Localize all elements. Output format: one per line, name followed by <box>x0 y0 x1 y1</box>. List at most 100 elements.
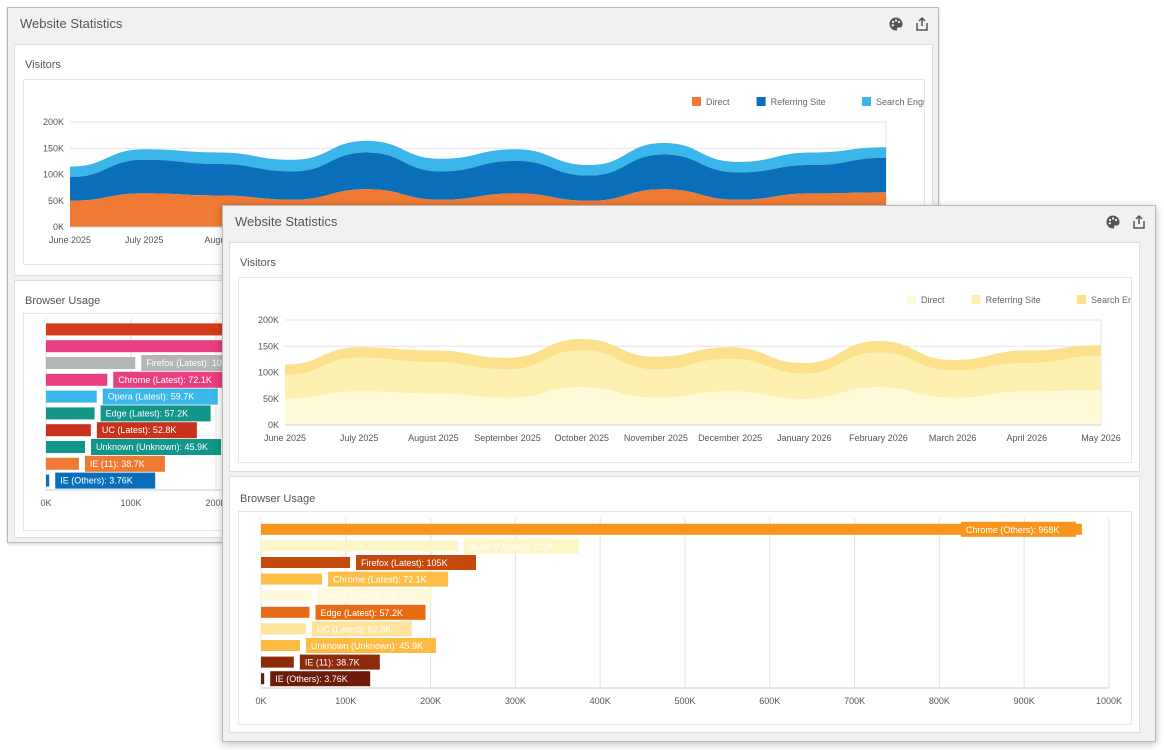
x-tick-label: 1000K <box>1096 696 1122 706</box>
bar-ie-others[interactable] <box>261 673 265 685</box>
browser-panel: Browser Usage 0K 100K 200K 300K 400K 500K 600K… <box>229 476 1140 733</box>
data-label-box <box>84 455 165 472</box>
x-tick-label: September 2025 <box>474 433 541 443</box>
bar-safari-others[interactable] <box>261 540 458 552</box>
legend-item-direct[interactable]: Direct <box>907 295 945 305</box>
x-tick-label: 500K <box>674 696 695 706</box>
data-label-box <box>315 604 426 620</box>
y-tick-label: 150K <box>43 143 64 153</box>
data-label-box <box>102 388 218 405</box>
bar-ie-11[interactable] <box>261 656 294 668</box>
data-label-box <box>91 439 222 455</box>
visitors-panel: Visitors Direct Referring Site Search Engi… <box>229 242 1150 472</box>
x-tick-label: 700K <box>844 696 865 706</box>
area-series-referring-site[interactable] <box>285 350 1101 399</box>
x-tick-label: May 2026 <box>1081 433 1121 443</box>
palette-icon[interactable] <box>1105 214 1121 230</box>
area-series-search-engine[interactable] <box>70 140 886 178</box>
window-title: Website Statistics <box>235 214 338 229</box>
legend-swatch <box>862 97 871 106</box>
data-label: Firefox (Latest): 105 <box>146 358 227 368</box>
data-label: Opera (Latest): 59.7K <box>323 591 410 601</box>
data-label-box <box>113 371 234 388</box>
legend-label: Direct <box>706 97 730 107</box>
bar-chrome-latest[interactable] <box>261 573 323 585</box>
bar-unknown-unknown[interactable] <box>261 640 300 651</box>
x-tick-label: 200K <box>205 498 226 508</box>
visitors-title: Visitors <box>25 59 61 71</box>
bar-uc-latest[interactable] <box>261 623 306 635</box>
bar[interactable] <box>46 323 246 336</box>
area-series-search-engine[interactable] <box>285 338 1101 376</box>
y-tick-label: 150K <box>258 341 279 351</box>
data-label: Unknown (Unknown): 45.9K <box>311 641 423 651</box>
front-dashboard-window: Website Statistics Visitors Direct Referr… <box>222 205 1156 742</box>
y-tick-label: 50K <box>263 394 279 404</box>
legend-item-referring-site[interactable]: Referring Site <box>756 97 826 107</box>
data-label-box <box>55 472 156 489</box>
window-toolbar <box>1105 214 1147 230</box>
data-label: Safari (Others): 232K <box>469 541 554 551</box>
legend-swatch <box>1077 295 1086 304</box>
data-label: IE (Others): 3.76K <box>275 674 348 684</box>
bar[interactable] <box>46 441 86 453</box>
x-tick-label: February 2026 <box>849 433 908 443</box>
x-tick-label: 600K <box>759 696 780 706</box>
bar[interactable] <box>46 390 97 403</box>
data-label-box <box>305 638 436 653</box>
data-label-box <box>356 555 477 570</box>
data-label: Chrome (Latest): 72.1K <box>333 575 427 585</box>
legend-item-direct[interactable]: Direct <box>692 97 730 107</box>
x-tick-label: July 2025 <box>340 433 379 443</box>
x-tick-label: August <box>204 235 233 245</box>
x-tick-label: 0K <box>40 498 51 508</box>
data-label: Edge (Latest): 57.2K <box>321 608 404 618</box>
x-tick-label: August 2025 <box>408 433 459 443</box>
data-label-box <box>299 654 380 670</box>
x-tick-label: 100K <box>335 696 356 706</box>
data-label: UC (Latest): 52.8K <box>317 624 392 634</box>
legend-item-search-engine[interactable]: Search Engine <box>862 97 935 107</box>
bar-firefox-latest[interactable] <box>261 557 351 568</box>
bar[interactable] <box>46 373 108 386</box>
bar[interactable] <box>46 407 95 420</box>
share-icon[interactable] <box>1131 214 1147 230</box>
browser-title: Browser Usage <box>240 493 316 505</box>
share-icon[interactable] <box>914 16 930 32</box>
x-tick-label: 0K <box>255 696 266 706</box>
area-series-referring-site[interactable] <box>70 152 886 201</box>
visitors-area-chart: Direct Referring Site Search Engine 0K 50K 10… <box>258 295 1150 443</box>
bar[interactable] <box>46 357 136 369</box>
bar[interactable] <box>46 457 79 470</box>
bar[interactable] <box>46 474 50 487</box>
data-label-box <box>270 671 371 687</box>
x-tick-label: December 2025 <box>698 433 762 443</box>
bar[interactable] <box>46 424 91 437</box>
data-label: IE (11): 38.7K <box>90 459 145 469</box>
y-tick-label: 100K <box>43 170 64 180</box>
data-label-box <box>960 521 1076 537</box>
x-tick-label: 100K <box>120 498 141 508</box>
y-tick-label: 100K <box>258 368 279 378</box>
area-series-direct[interactable] <box>285 387 1101 425</box>
bar[interactable] <box>46 340 244 353</box>
legend-item-search-engine[interactable]: Search Engine <box>1077 295 1150 305</box>
data-label-box <box>317 588 433 604</box>
data-label-box <box>463 538 579 554</box>
palette-icon[interactable] <box>888 16 904 32</box>
bar-chrome-others[interactable] <box>261 523 1082 535</box>
x-tick-label: 300K <box>505 696 526 706</box>
y-tick-label: 200K <box>258 315 279 325</box>
legend-item-referring-site[interactable]: Referring Site <box>971 295 1041 305</box>
bar-opera-latest[interactable] <box>261 590 312 602</box>
visitors-chart-box: Direct Referring Site Search Engine 0K 50K 10… <box>238 277 1150 463</box>
legend-label: Referring Site <box>771 97 826 107</box>
data-label: IE (11): 38.7K <box>305 658 360 668</box>
x-tick-label: June 2025 <box>264 433 306 443</box>
data-label: Firefox (Latest): 105K <box>361 558 448 568</box>
x-tick-label: 800K <box>929 696 950 706</box>
bar-edge-latest[interactable] <box>261 606 310 618</box>
legend-label: Direct <box>921 295 945 305</box>
data-label-box <box>328 571 449 587</box>
visitors-title: Visitors <box>240 257 276 269</box>
